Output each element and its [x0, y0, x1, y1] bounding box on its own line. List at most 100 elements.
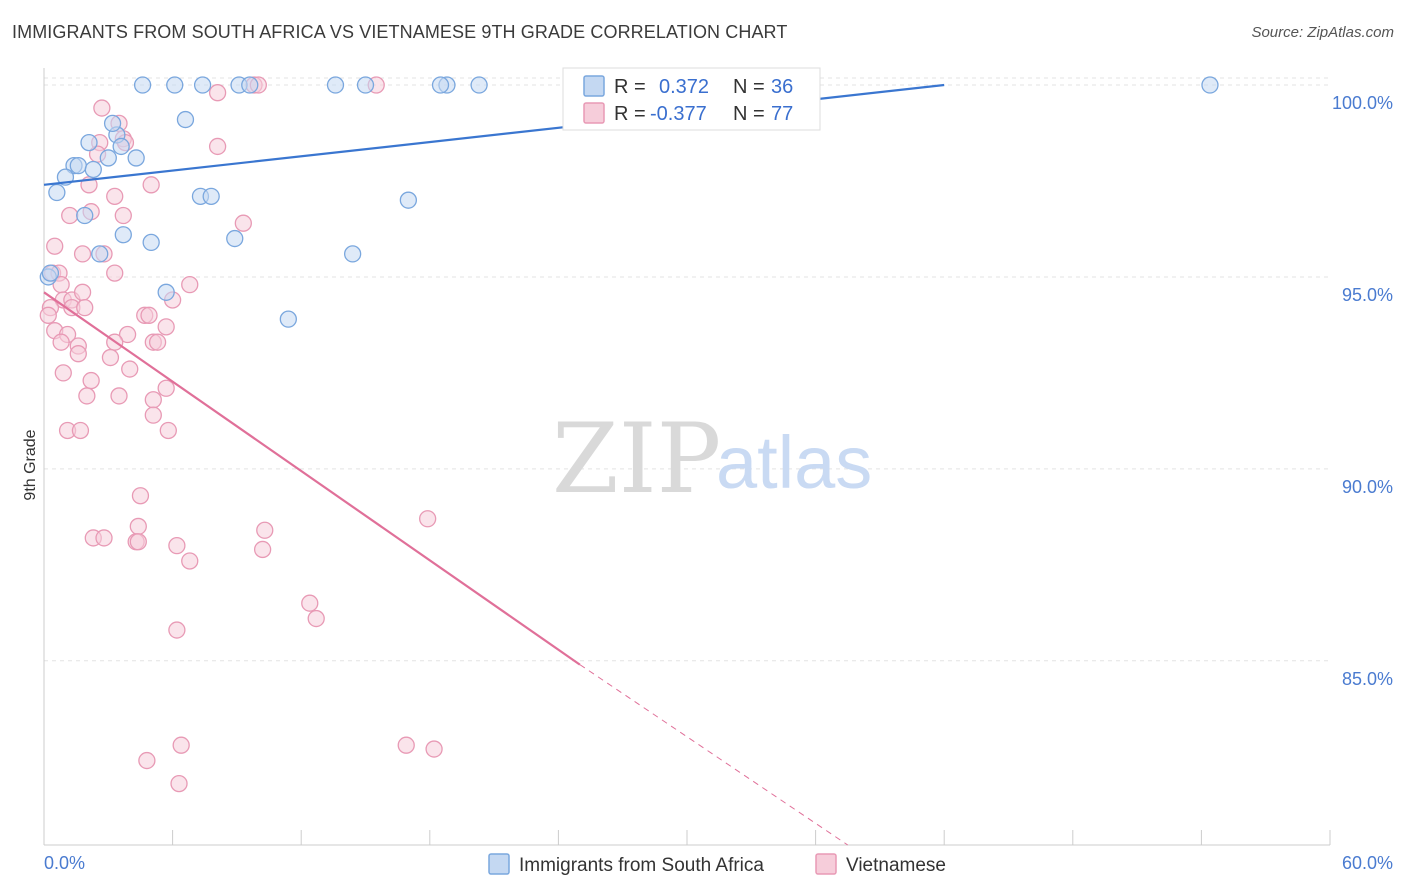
data-point	[193, 76, 212, 94]
data-point	[172, 736, 190, 754]
data-point	[129, 517, 147, 536]
data-point	[157, 318, 175, 336]
series-legend-label-blue: Immigrants from South Africa	[519, 855, 764, 876]
legend-n-label-pink: N =	[733, 103, 765, 125]
data-point	[166, 76, 184, 94]
data-point	[127, 149, 145, 167]
data-point	[61, 206, 79, 225]
data-point	[78, 387, 96, 405]
data-point	[101, 348, 120, 367]
grid-lines	[44, 77, 1330, 662]
data-point	[76, 298, 94, 317]
data-point	[129, 533, 147, 551]
data-point	[419, 510, 437, 528]
data-point	[470, 76, 488, 94]
data-point	[176, 110, 195, 129]
data-point	[159, 421, 177, 440]
data-point	[110, 387, 128, 405]
watermark: ZIP atlas	[552, 403, 872, 515]
data-point	[1201, 76, 1219, 94]
data-point	[142, 176, 160, 194]
data-point	[95, 529, 113, 547]
series-legend: Immigrants from South Africa Vietnamese	[488, 853, 946, 876]
data-point	[397, 736, 415, 754]
data-point	[253, 540, 272, 559]
data-point	[202, 187, 220, 205]
data-point	[73, 283, 92, 301]
legend-swatch-pink	[583, 102, 605, 124]
legend-r-label-pink: R =	[614, 103, 646, 125]
legend-r-value-pink: -0.377	[650, 103, 707, 125]
axes	[43, 68, 1331, 846]
series-legend-label-pink: Vietnamese	[846, 855, 946, 876]
data-point	[148, 333, 167, 351]
south-africa-points	[39, 76, 1219, 328]
trend-line-vietnamese	[43, 291, 581, 666]
data-point	[76, 206, 94, 225]
series-legend-swatch-pink	[815, 853, 837, 875]
legend-box	[562, 67, 821, 131]
y-tick-label: 85.0%	[1342, 669, 1393, 689]
data-point	[112, 137, 130, 156]
data-point	[41, 264, 60, 282]
data-point	[301, 594, 319, 612]
data-point	[80, 133, 98, 152]
data-point	[46, 237, 64, 255]
legend-n-label-blue: N =	[733, 76, 765, 98]
legend-r-value-blue: 0.372	[659, 76, 709, 98]
y-tick-labels: 85.0% 90.0% 95.0% 100.0%	[1332, 93, 1393, 689]
data-point	[118, 325, 137, 344]
data-point	[91, 245, 109, 263]
legend-n-value-pink: 77	[771, 103, 793, 125]
chart-title: IMMIGRANTS FROM SOUTH AFRICA VS VIETNAME…	[12, 22, 788, 42]
data-point	[170, 774, 188, 793]
data-point	[52, 333, 70, 351]
data-point	[307, 609, 325, 628]
data-point	[356, 76, 375, 94]
data-point	[84, 160, 102, 179]
data-point	[73, 245, 92, 263]
data-point	[241, 76, 259, 94]
data-point	[256, 521, 274, 539]
data-point	[144, 406, 162, 424]
data-point	[399, 191, 418, 209]
legend-n-value-blue: 36	[771, 76, 793, 98]
data-point	[144, 391, 162, 409]
data-point	[425, 740, 443, 758]
series-legend-swatch-blue	[488, 853, 510, 875]
data-point	[208, 84, 227, 102]
data-point	[133, 76, 152, 94]
data-point	[343, 245, 362, 263]
data-point	[39, 306, 57, 324]
data-point	[106, 187, 124, 205]
vietnamese-points	[39, 76, 443, 793]
data-point	[226, 229, 244, 248]
data-point	[93, 99, 111, 117]
data-point	[114, 206, 132, 225]
data-point	[54, 364, 72, 382]
data-point	[181, 275, 199, 294]
y-tick-label: 100.0%	[1332, 93, 1393, 113]
x-tick-labels: 0.0% 60.0%	[44, 853, 1393, 873]
data-point	[106, 264, 124, 282]
data-point	[131, 487, 150, 505]
y-tick-label: 90.0%	[1342, 477, 1393, 497]
data-point	[138, 751, 156, 770]
data-point	[71, 421, 90, 440]
data-point	[69, 156, 87, 175]
data-point	[279, 310, 297, 328]
watermark-zip: ZIP	[552, 403, 721, 515]
data-point	[121, 360, 139, 378]
source-label: Source: ZipAtlas.com	[1251, 24, 1394, 41]
data-point	[114, 226, 132, 244]
data-point	[208, 137, 227, 156]
data-point	[140, 306, 158, 324]
legend-swatch-blue	[583, 75, 605, 97]
data-point	[99, 149, 117, 167]
x-tick-min: 0.0%	[44, 853, 85, 873]
data-point	[69, 345, 87, 363]
correlation-legend: R = 0.372 N = 36 R = -0.377 N = 77	[562, 67, 821, 131]
data-point	[168, 536, 186, 555]
x-tick-max: 60.0%	[1342, 853, 1393, 873]
